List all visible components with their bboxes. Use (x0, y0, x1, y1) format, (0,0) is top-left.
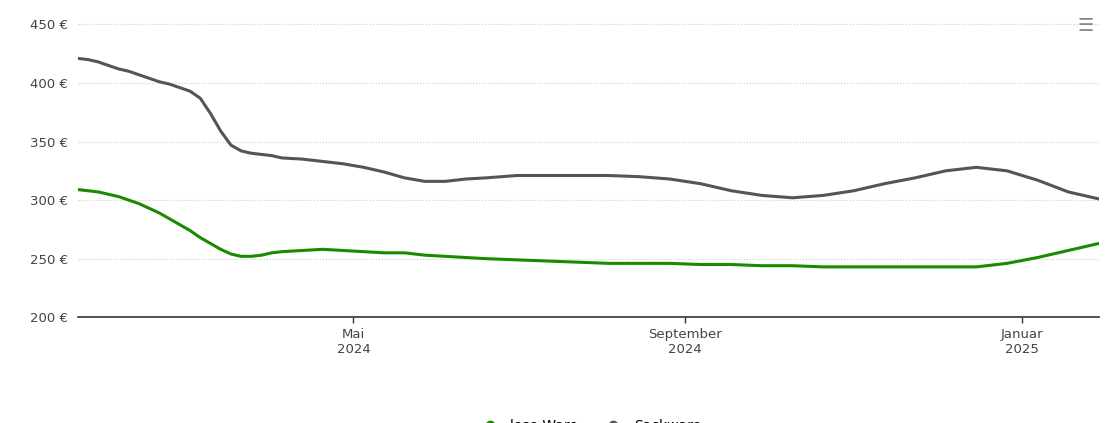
Text: ☰: ☰ (1077, 17, 1093, 35)
Legend: lose Ware, Sackware: lose Ware, Sackware (471, 413, 706, 423)
